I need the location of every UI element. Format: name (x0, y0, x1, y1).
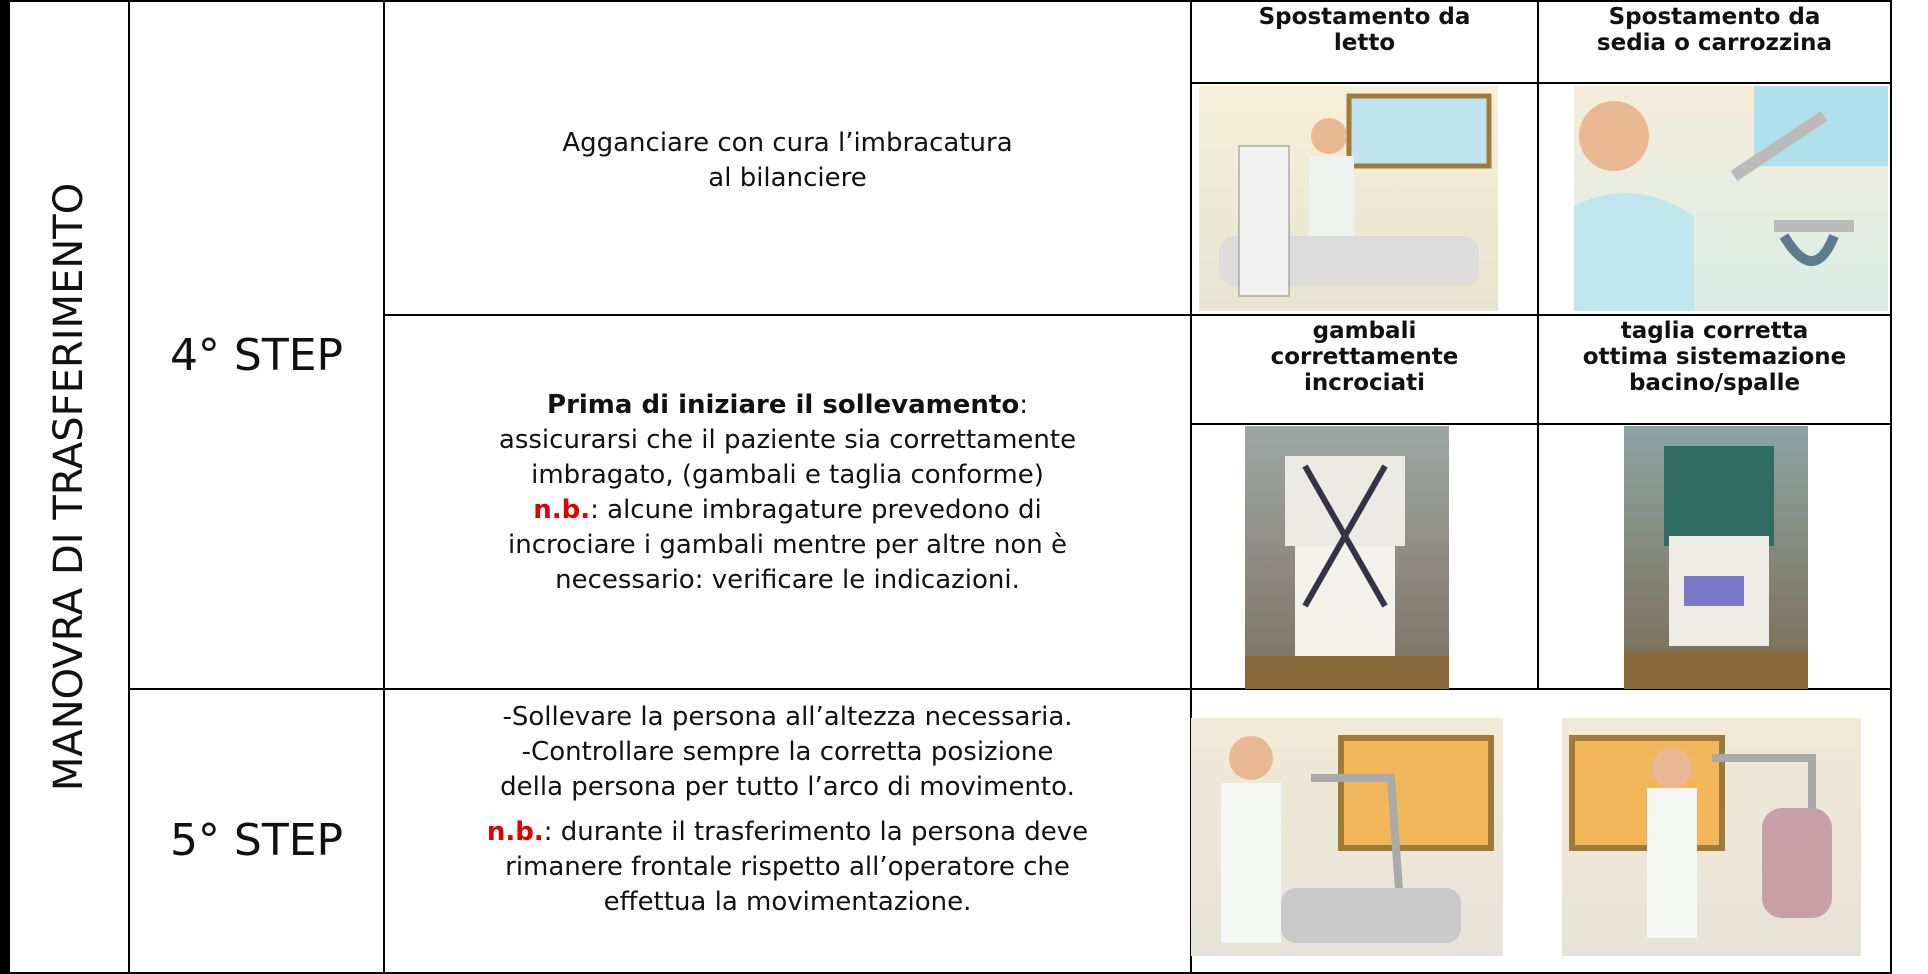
nb-label: n.b. (533, 495, 591, 525)
left-edge (0, 0, 10, 974)
nb-label: n.b. (486, 817, 544, 847)
instruction: Agganciare con cura l’imbracatura al bil… (384, 126, 1191, 196)
border (383, 0, 385, 974)
step-label: 4° STEP (169, 330, 344, 381)
illustration-art (1574, 86, 1888, 311)
text: : durante il trasferimento la persona de… (543, 817, 1089, 847)
border (129, 688, 1891, 690)
caption-line: gambali (1312, 318, 1417, 344)
caption-line: correttamente (1270, 344, 1459, 370)
text-line: n.b.: durante il trasferimento la person… (384, 815, 1191, 850)
text-line: al bilanciere (708, 163, 867, 193)
text-line: -Controllare sempre la corretta posizion… (521, 737, 1054, 767)
border (1890, 0, 1892, 974)
step-label: 5° STEP (169, 815, 344, 866)
side-label: MANOVRA DI TRASFERIMENTO (46, 182, 92, 792)
border (1190, 0, 1192, 974)
photo-art (1245, 456, 1449, 689)
border (384, 314, 1891, 316)
caption: Spostamento da letto (1191, 4, 1538, 56)
text-line: assicurarsi che il paziente sia corretta… (498, 425, 1077, 455)
caption-line: sedia o carrozzina (1596, 30, 1833, 56)
instruction: Prima di iniziare il sollevamento: assic… (384, 388, 1191, 598)
photo-art (1624, 446, 1808, 689)
caption-line: Spostamento da (1258, 4, 1471, 30)
text-line: n.b.: alcune imbragature prevedono di (384, 493, 1191, 528)
caption: gambali correttamente incrociati (1191, 318, 1538, 396)
border (10, 0, 1892, 2)
text: : alcune imbragature prevedono di (590, 495, 1042, 525)
border (1191, 423, 1891, 425)
illustration-art (1569, 735, 1832, 938)
text-line: Prima di iniziare il sollevamento: (384, 388, 1191, 423)
text: : (1019, 390, 1028, 420)
caption-line: taglia corretta (1620, 318, 1809, 344)
text-line: rimanere frontale rispetto all’operatore… (505, 852, 1070, 882)
bold-text: Prima di iniziare il sollevamento (547, 390, 1020, 420)
caption-line: Spostamento da (1608, 4, 1821, 30)
border (10, 972, 1892, 974)
illustration (1562, 718, 1861, 956)
text-line: della persona per tutto l’arco di movime… (500, 772, 1075, 802)
text-line: Agganciare con cura l’imbracatura (562, 128, 1013, 158)
text-line: imbragato, (gambali e taglia conforme) (531, 460, 1044, 490)
illustration-art (1221, 735, 1494, 943)
border (128, 0, 130, 974)
photo (1624, 426, 1808, 689)
caption-line: bacino/spalle (1628, 370, 1801, 396)
photo (1245, 426, 1449, 689)
instruction: -Sollevare la persona all’altezza necess… (384, 700, 1191, 920)
illustration (1574, 86, 1888, 311)
illustration-art (1219, 93, 1492, 297)
caption: taglia corretta ottima sistemazione baci… (1538, 318, 1891, 396)
caption-line: letto (1333, 30, 1396, 56)
text-line: effettua la movimentazione. (603, 887, 972, 917)
text-line: necessario: verificare le indicazioni. (555, 565, 1020, 595)
border (1537, 0, 1539, 689)
illustration (1191, 718, 1503, 956)
caption: Spostamento da sedia o carrozzina (1538, 4, 1891, 56)
caption-line: ottima sistemazione (1582, 344, 1847, 370)
caption-line: incrociati (1304, 370, 1425, 396)
text-line: incrociare i gambali mentre per altre no… (508, 530, 1067, 560)
border (1191, 82, 1891, 84)
text-line: -Sollevare la persona all’altezza necess… (502, 702, 1073, 732)
illustration (1199, 86, 1498, 311)
